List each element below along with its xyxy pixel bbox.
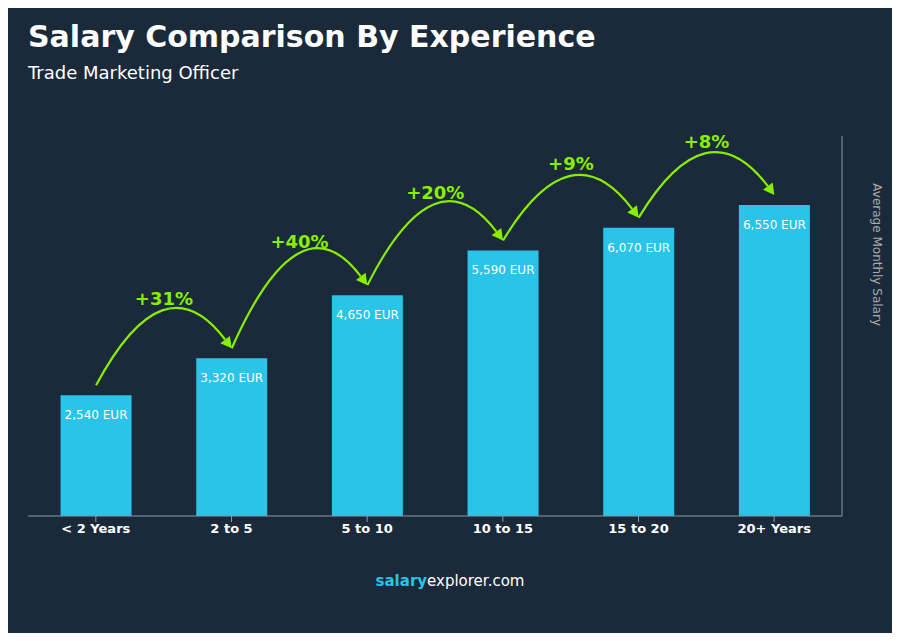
svg-text:6,070 EUR: 6,070 EUR [607, 241, 670, 255]
svg-text:6,550 EUR: 6,550 EUR [743, 218, 806, 232]
svg-text:+20%: +20% [406, 182, 464, 203]
svg-text:3,320 EUR: 3,320 EUR [200, 371, 263, 385]
svg-text:+8%: +8% [684, 131, 730, 152]
html-text:salary explorer.com: salary explorer.com [375, 572, 525, 590]
svg-text:4,650 EUR: 4,650 EUR [336, 308, 399, 322]
svg-text:< 2 Years: < 2 Years [61, 521, 130, 536]
svg-text:15 to 20: 15 to 20 [608, 521, 668, 536]
svg-text:20+ Years: 20+ Years [737, 521, 811, 536]
svg-text:2 to 5: 2 to 5 [210, 521, 252, 536]
html-text:Trade Marketing Officer: Trade Marketing Officer [28, 62, 239, 83]
svg-text:5,590 EUR: 5,590 EUR [472, 263, 535, 277]
html-text:Salary Comparison By Experienc: Salary Comparison By Experience [28, 19, 596, 54]
svg-text:2,540 EUR: 2,540 EUR [65, 408, 128, 422]
svg-text:+31%: +31% [135, 288, 193, 309]
svg-text:+40%: +40% [270, 231, 328, 252]
svg-text:+9%: +9% [548, 153, 594, 174]
svg-text:Average Monthly Salary: Average Monthly Salary [870, 183, 884, 326]
svg-text:5 to 10: 5 to 10 [341, 521, 392, 536]
svg-text:10 to 15: 10 to 15 [473, 521, 533, 536]
